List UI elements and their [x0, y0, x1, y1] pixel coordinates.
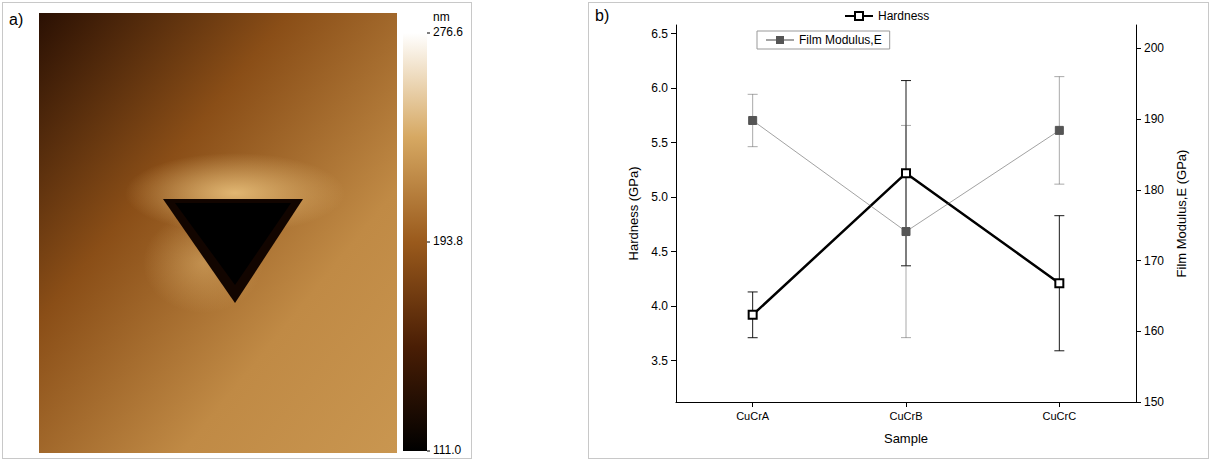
svg-text:Hardness: Hardness [878, 9, 929, 23]
svg-text:CuCrC: CuCrC [1043, 410, 1077, 422]
svg-text:200: 200 [1144, 41, 1164, 55]
svg-text:CuCrB: CuCrB [889, 410, 922, 422]
svg-text:nm: nm [433, 10, 450, 24]
svg-text:b): b) [595, 7, 609, 24]
svg-text:111.0: 111.0 [433, 443, 462, 457]
svg-text:150: 150 [1144, 395, 1164, 409]
svg-text:6.0: 6.0 [651, 81, 668, 95]
svg-text:5.0: 5.0 [651, 190, 668, 204]
svg-text:Hardness (GPa): Hardness (GPa) [626, 167, 641, 261]
svg-text:3.5: 3.5 [651, 354, 668, 368]
svg-text:5.5: 5.5 [651, 136, 668, 150]
svg-text:160: 160 [1144, 324, 1164, 338]
svg-text:a): a) [9, 11, 23, 28]
svg-text:190: 190 [1144, 112, 1164, 126]
svg-text:6.5: 6.5 [651, 27, 668, 41]
svg-text:Film Modulus,E: Film Modulus,E [799, 33, 882, 47]
svg-text:4.5: 4.5 [651, 245, 668, 259]
svg-text:193.8: 193.8 [433, 234, 463, 248]
svg-text:170: 170 [1144, 254, 1164, 268]
svg-text:Sample: Sample [884, 431, 928, 446]
svg-text:276.6: 276.6 [433, 25, 463, 39]
svg-text:180: 180 [1144, 183, 1164, 197]
svg-text:CuCrA: CuCrA [736, 410, 770, 422]
svg-text:Film Modulus,E (GPa): Film Modulus,E (GPa) [1174, 150, 1189, 278]
svg-text:4.0: 4.0 [651, 299, 668, 313]
